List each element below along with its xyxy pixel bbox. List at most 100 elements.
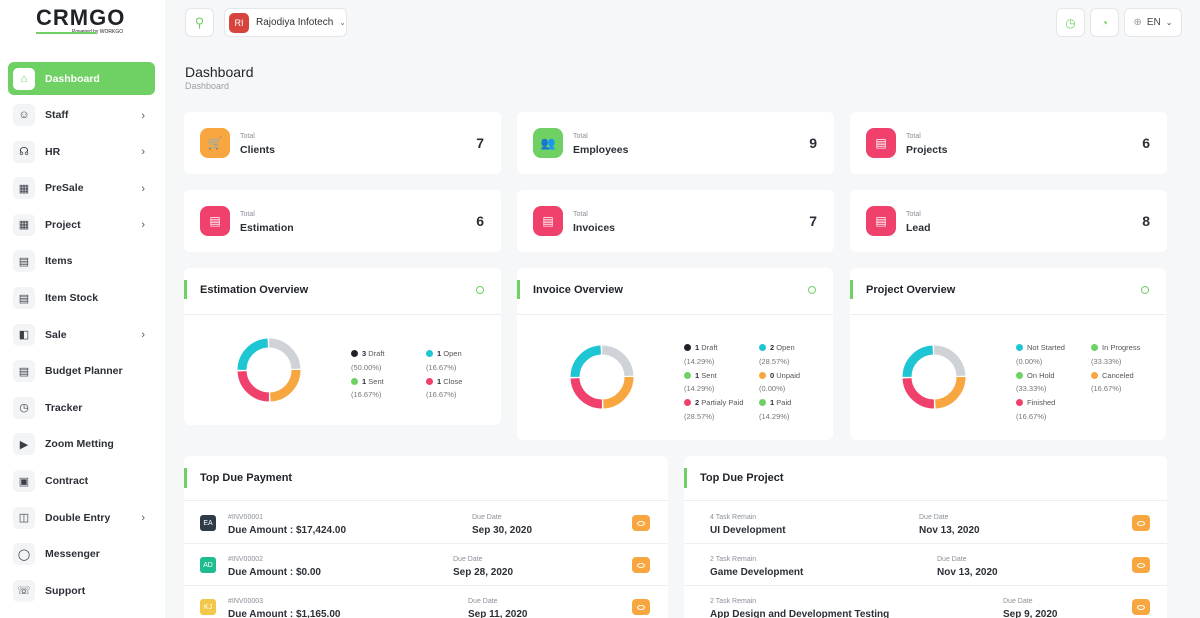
- legend-percent: (16.67%): [426, 390, 457, 399]
- stat-caption: Total: [906, 133, 921, 140]
- legend-dot: [759, 344, 766, 351]
- card-title: Invoice Overview: [533, 284, 623, 296]
- crmgo-logo[interactable]: CRMGO Powered by WORKGO: [36, 5, 136, 38]
- chevron-right-icon: ›: [141, 512, 145, 525]
- legend-name: In Progress: [1102, 343, 1141, 352]
- sidebar-item-double-entry[interactable]: ◫ Double Entry ›: [8, 501, 155, 534]
- stat-card-invoices[interactable]: ▤ Total Invoices 7: [517, 190, 834, 252]
- view-button[interactable]: [632, 515, 650, 531]
- legend-percent: (28.57%): [759, 356, 790, 366]
- logo-text: CRMGO: [36, 5, 126, 30]
- table-row: KJ #INV00003 Due Amount : $1,165.00 Due Dat…: [184, 586, 668, 618]
- donut-segment: [570, 345, 634, 409]
- breadcrumb[interactable]: Dashboard: [185, 81, 230, 91]
- legend-name: Finished: [1027, 398, 1056, 407]
- view-button[interactable]: [1132, 599, 1150, 615]
- info-icon[interactable]: [476, 286, 484, 294]
- stat-card-clients[interactable]: 🛒 Total Clients 7: [184, 112, 501, 174]
- search-button[interactable]: ⚲: [185, 8, 214, 37]
- legend-label: 2 Partialy Paid: [695, 398, 743, 407]
- card-title: Top Due Project: [700, 472, 784, 484]
- stat-card-projects[interactable]: ▤ Total Projects 6: [850, 112, 1167, 174]
- due-date-label: Due Date: [472, 514, 502, 521]
- legend-dot: [684, 344, 691, 351]
- sidebar-item-label: Contract: [45, 475, 89, 488]
- legend-percent: (14.29%): [684, 356, 715, 366]
- users-icon: 👥: [533, 128, 563, 158]
- project-name[interactable]: App Design and Development Testing: [710, 609, 890, 618]
- legend-dot: [351, 350, 358, 357]
- clipboard-icon: ▤: [866, 128, 896, 158]
- chat-button[interactable]: ◔: [1090, 8, 1119, 37]
- stat-card-estimation[interactable]: ▤ Total Estimation 6: [184, 190, 501, 252]
- sidebar-item-budget-planner[interactable]: ▤ Budget Planner: [8, 355, 155, 388]
- stat-caption: Total: [240, 211, 255, 218]
- header-accent: [184, 468, 187, 488]
- task-remain: 2 Task Remain: [710, 598, 757, 605]
- info-icon[interactable]: [808, 286, 816, 294]
- eye-icon: [637, 562, 645, 568]
- clock-button[interactable]: ◷: [1056, 8, 1085, 37]
- sidebar-item-dashboard[interactable]: ⌂ Dashboard: [8, 62, 155, 95]
- sidebar-item-project[interactable]: ▦ Project ›: [8, 208, 155, 241]
- invoice-number[interactable]: #INV00001: [228, 514, 264, 521]
- legend-dot: [426, 377, 433, 385]
- legend-count: 1: [437, 376, 442, 386]
- sidebar-item-contract[interactable]: ▣ Contract: [8, 465, 155, 498]
- due-amount: Due Amount : $17,424.00: [228, 525, 347, 536]
- sidebar-item-items[interactable]: ▤ Items: [8, 245, 155, 278]
- legend-percent: (16.67%): [1016, 411, 1047, 421]
- card-title: Top Due Payment: [200, 472, 293, 484]
- view-button[interactable]: [1132, 557, 1150, 573]
- headset-icon: ☏: [13, 579, 35, 602]
- view-button[interactable]: [632, 599, 650, 615]
- globe-icon: ⊕: [1133, 17, 1142, 28]
- invoice-number[interactable]: #INV00003: [228, 598, 264, 605]
- logo-underline: [36, 32, 96, 34]
- sidebar-item-sale[interactable]: ◧ Sale ›: [8, 318, 155, 351]
- legend-item: 2 Open (28.57%): [759, 341, 795, 368]
- stat-value: 9: [809, 135, 817, 151]
- sidebar-item-messenger[interactable]: ◯ Messenger: [8, 538, 155, 571]
- sidebar-item-item-stock[interactable]: ▤ Item Stock: [8, 282, 155, 315]
- due-date-label: Due Date: [919, 514, 949, 521]
- sidebar-item-tracker[interactable]: ◷ Tracker: [8, 391, 155, 424]
- stat-value: 8: [1142, 213, 1150, 229]
- stat-card-employees[interactable]: 👥 Total Employees 9: [517, 112, 834, 174]
- legend-name: Open: [776, 343, 795, 352]
- table-row: EA #INV00001 Due Amount : $17,424.00 Due Da…: [184, 502, 668, 544]
- sidebar-item-presale[interactable]: ▦ PreSale ›: [8, 172, 155, 205]
- view-button[interactable]: [1132, 515, 1150, 531]
- donut-chart: [570, 345, 634, 409]
- language-selector[interactable]: ⊕ EN ⌄: [1124, 8, 1182, 37]
- sidebar-item-hr[interactable]: ☊ HR ›: [8, 135, 155, 168]
- legend-dot: [1091, 344, 1098, 351]
- stat-label: Lead: [906, 222, 931, 234]
- due-date: Sep 28, 2020: [453, 567, 514, 578]
- hr-icon: ☊: [13, 140, 35, 163]
- legend-name: Not Started: [1027, 343, 1065, 352]
- card-header: Project Overview: [850, 280, 1166, 300]
- legend-label: On Hold: [1027, 371, 1055, 380]
- legend-label: 1 Paid: [770, 398, 791, 407]
- stat-value: 7: [476, 135, 484, 151]
- project-name[interactable]: UI Development: [710, 525, 786, 536]
- company-switcher[interactable]: RI Rajodiya Infotech ⌄: [224, 8, 347, 37]
- legend-dot: [1091, 371, 1098, 379]
- legend-item: Canceled (16.67%): [1091, 369, 1134, 396]
- search-icon: ⚲: [194, 14, 205, 30]
- legend-dot: [351, 377, 358, 385]
- info-icon[interactable]: [1141, 286, 1149, 294]
- project-name[interactable]: Game Development: [710, 567, 804, 578]
- sidebar-item-support[interactable]: ☏ Support: [8, 574, 155, 607]
- legend-label: 1 Draft: [695, 343, 718, 352]
- sidebar-item-label: Staff: [45, 109, 69, 122]
- home-icon: ⌂: [13, 67, 35, 90]
- invoice-number[interactable]: #INV00002: [228, 556, 264, 563]
- view-button[interactable]: [632, 557, 650, 573]
- legend-name: Open: [443, 349, 462, 358]
- sidebar-item-zoom-metting[interactable]: ▶ Zoom Metting: [8, 428, 155, 461]
- stat-card-lead[interactable]: ▤ Total Lead 8: [850, 190, 1167, 252]
- stat-caption: Total: [240, 133, 255, 140]
- sidebar-item-staff[interactable]: ☺ Staff ›: [8, 99, 155, 132]
